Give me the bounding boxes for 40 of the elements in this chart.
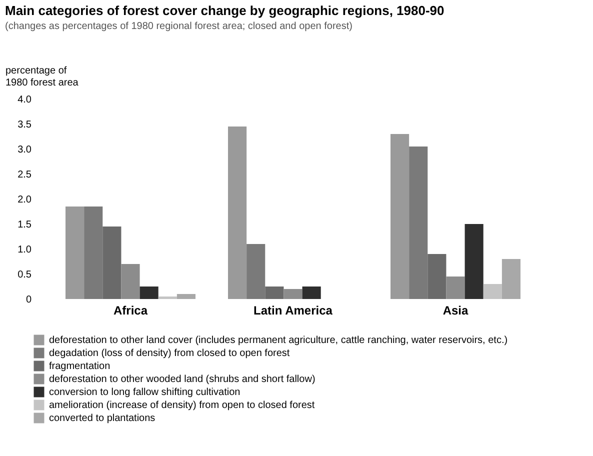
legend-label: fragmentation [49,361,110,372]
bar [228,126,247,299]
y-tick-label: 3.0 [18,144,32,156]
bar [409,146,428,299]
x-tick-label: Latin America [254,304,333,318]
bar [428,254,446,299]
bar [84,206,103,299]
y-tick-label: 2.0 [18,194,32,206]
bar [246,244,266,299]
chart-subtitle: (changes as percentages of 1980 regional forest area; closed and open forest) [5,21,352,32]
bar [121,264,140,299]
x-tick-label: Asia [442,304,468,318]
legend-label: deforestation to other wooded land (shrubs and short fallow) [49,374,316,385]
bar [502,259,520,299]
bar [140,286,158,299]
bar [265,286,284,299]
legend-label: degadation (loss of density) from closed to open forest [49,348,290,359]
bar [176,294,196,299]
bar [483,284,502,299]
y-tick-label: 0.5 [18,270,32,280]
bar [446,276,465,299]
y-tick-label: 3.5 [18,120,32,130]
legend-label: converted to plantations [49,413,156,424]
chart-title: Main categories of forest cover change by geographic regions, 1980-90 [5,3,444,18]
bar [302,286,321,299]
bar [284,289,302,299]
bar [66,206,84,299]
legend-label: amelioration (increase of density) from open to closed forest [49,400,315,411]
x-tick-label: Africa [113,304,148,318]
y-tick-label: 4.0 [18,94,32,106]
bar [464,224,484,299]
y-axis-title: percentage of 1980 forest area [6,66,79,88]
legend-label: conversion to long fallow shifting cultivation [49,387,240,398]
y-tick-label: 0 [26,294,32,306]
y-tick-label: 1.5 [18,220,32,230]
bar [102,226,122,299]
y-tick-label: 2.5 [18,170,32,180]
legend-label: deforestation to other land cover (includes permanent agriculture, cattle ranching, water reservoirs, etc.) [49,335,508,346]
bar [390,134,410,299]
y-tick-label: 1.0 [18,244,32,256]
